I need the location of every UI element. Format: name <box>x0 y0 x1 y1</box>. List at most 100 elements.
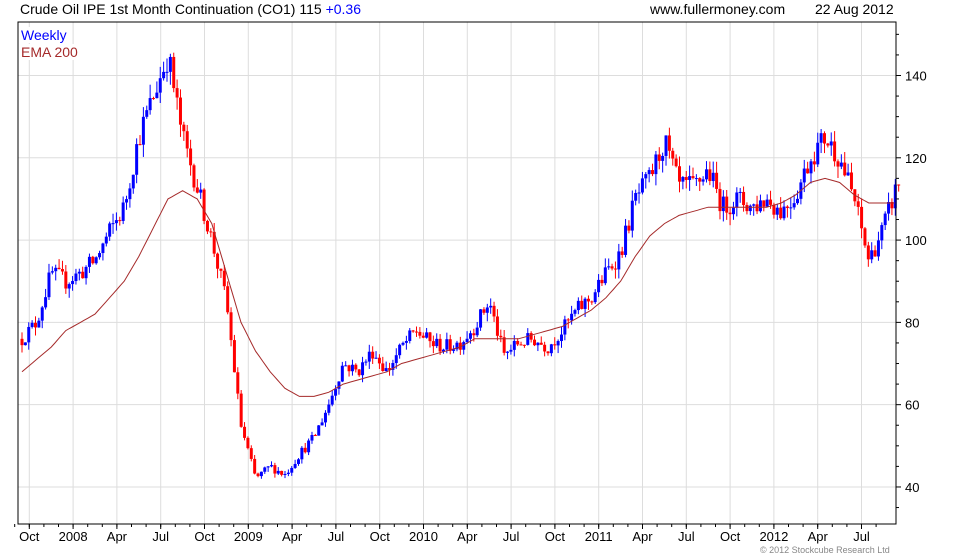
candle-body <box>654 154 658 175</box>
candle-body <box>809 161 813 174</box>
candle-body <box>893 184 897 209</box>
candle-body <box>586 298 590 302</box>
x-tick-label: Apr <box>457 529 478 544</box>
x-tick-label: Jul <box>152 529 169 544</box>
candle-body <box>192 165 196 188</box>
candle-body <box>870 250 874 260</box>
site-link[interactable]: www.fullermoney.com <box>650 1 786 17</box>
candle-body <box>890 202 894 209</box>
candle-body <box>860 206 864 229</box>
candle-body <box>74 273 78 282</box>
candle-body <box>81 271 85 279</box>
candle-body <box>839 162 843 167</box>
candle-body <box>121 202 125 221</box>
candle-body <box>519 344 523 346</box>
candle-body <box>779 207 783 219</box>
candle-body <box>833 141 837 162</box>
candle-body <box>259 471 263 477</box>
candle-body <box>236 372 240 394</box>
candle-body <box>394 355 398 364</box>
candle-body <box>590 301 594 303</box>
candle-body <box>270 465 274 467</box>
candle-body <box>597 279 601 293</box>
x-tick-label: Oct <box>545 529 566 544</box>
candle-body <box>350 364 354 372</box>
candle-body <box>172 56 176 89</box>
candle-body <box>98 253 102 258</box>
candle-body <box>418 331 422 336</box>
candle-body <box>94 257 98 264</box>
candle-body <box>603 267 607 284</box>
candle-body <box>165 71 169 73</box>
candle-body <box>266 466 270 468</box>
candle-body <box>856 201 860 207</box>
candle-body <box>489 305 493 308</box>
candle-body <box>300 447 304 460</box>
x-tick-label: Oct <box>194 529 215 544</box>
candle-body <box>104 236 108 244</box>
candle-body <box>323 412 327 423</box>
x-tick-label: Apr <box>632 529 653 544</box>
candle-body <box>613 268 617 270</box>
candle-body <box>421 335 425 338</box>
candle-body <box>880 225 884 241</box>
legend-weekly: Weekly <box>21 27 67 43</box>
candle-body <box>354 364 358 370</box>
candle-body <box>54 267 58 272</box>
candle-body <box>60 269 64 272</box>
candle-body <box>573 310 577 314</box>
candle-body <box>64 271 68 289</box>
candle-body <box>411 330 415 332</box>
candle-body <box>428 332 432 342</box>
x-tick-label: 2011 <box>585 529 613 544</box>
candle-body <box>280 470 284 475</box>
candle-body <box>189 148 193 166</box>
candle-body <box>168 56 172 72</box>
candle-body <box>216 253 220 269</box>
plot-frame <box>17 21 897 525</box>
candle-body <box>455 342 459 350</box>
candle-body <box>637 192 641 194</box>
candle-body <box>391 363 395 370</box>
candle-body <box>711 172 715 182</box>
candle-body <box>243 426 247 438</box>
candle-body <box>529 333 533 340</box>
candle-body <box>367 351 371 362</box>
ema-200-line <box>21 177 895 397</box>
candle-body <box>563 319 567 335</box>
y-tick-label: 140 <box>905 68 927 83</box>
candle-body <box>502 337 506 353</box>
candle-body <box>212 231 216 254</box>
x-tick-label: 2012 <box>759 529 788 544</box>
candle-body <box>202 189 206 221</box>
candle-body <box>533 339 537 346</box>
candle-body <box>731 207 735 215</box>
candle-body <box>526 333 530 345</box>
y-tick-label: 100 <box>905 233 927 248</box>
candle-body <box>425 332 429 338</box>
candle-body <box>539 342 543 345</box>
candle-body <box>883 213 887 226</box>
candle-body <box>796 198 800 204</box>
candle-body <box>205 220 209 232</box>
candle-body <box>772 204 776 215</box>
candle-body <box>506 351 510 353</box>
candle-body <box>307 440 311 453</box>
chart-date: 22 Aug 2012 <box>815 1 894 17</box>
x-tick-label: Apr <box>808 529 829 544</box>
candle-body <box>762 200 766 207</box>
candle-body <box>361 362 365 376</box>
candle-body <box>600 279 604 284</box>
candle-body <box>735 192 739 208</box>
candle-body <box>782 206 786 219</box>
candle-body <box>721 196 725 212</box>
candle-body <box>475 327 479 336</box>
candle-body <box>435 338 439 347</box>
candle-body <box>175 88 179 98</box>
candle-body <box>816 142 820 165</box>
candle-body <box>624 225 628 255</box>
candle-body <box>273 465 277 474</box>
candle-body <box>44 297 48 308</box>
candle-body <box>620 251 624 255</box>
candle-body <box>691 176 695 179</box>
